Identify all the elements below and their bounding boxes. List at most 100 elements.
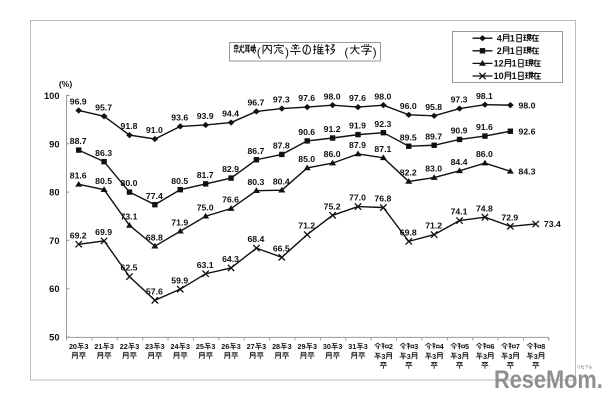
svg-text:): ) [285, 45, 289, 59]
svg-text:25: 25 [196, 342, 204, 351]
svg-text:96.0: 96.0 [400, 101, 417, 111]
svg-text:4: 4 [497, 33, 502, 43]
svg-text:68.8: 68.8 [146, 232, 163, 242]
svg-text:22: 22 [120, 342, 128, 351]
svg-text:82.2: 82.2 [400, 168, 417, 178]
svg-text:71.2: 71.2 [425, 221, 442, 231]
svg-text:87.9: 87.9 [349, 140, 366, 150]
svg-text:73.4: 73.4 [544, 219, 561, 229]
svg-text:91.2: 91.2 [324, 124, 341, 134]
svg-text:69.2: 69.2 [70, 230, 87, 240]
svg-text:97.6: 97.6 [298, 93, 315, 103]
svg-text:80.5: 80.5 [171, 176, 188, 186]
svg-text:97.3: 97.3 [451, 95, 468, 105]
svg-text:7: 7 [516, 342, 520, 351]
svg-text:23: 23 [145, 342, 153, 351]
svg-text:98.0: 98.0 [374, 91, 391, 101]
svg-text:(: ( [257, 45, 261, 59]
svg-text:24: 24 [171, 342, 179, 351]
svg-text:100: 100 [44, 91, 60, 101]
svg-text:26: 26 [221, 342, 229, 351]
svg-text:69.9: 69.9 [95, 227, 112, 237]
svg-text:60: 60 [49, 284, 59, 294]
svg-text:4: 4 [440, 342, 444, 351]
svg-text:89.5: 89.5 [400, 132, 417, 142]
svg-text:86.0: 86.0 [476, 149, 493, 159]
svg-text:98.0: 98.0 [324, 91, 341, 101]
svg-text:90.9: 90.9 [451, 126, 468, 136]
svg-text:2: 2 [389, 342, 393, 351]
svg-text:21: 21 [94, 342, 102, 351]
svg-text:91.6: 91.6 [476, 122, 493, 132]
svg-text:82.9: 82.9 [222, 164, 239, 174]
svg-text:3: 3 [338, 342, 342, 351]
svg-text:10: 10 [494, 71, 504, 81]
svg-text:3: 3 [211, 342, 215, 351]
svg-text:80.5: 80.5 [95, 176, 112, 186]
svg-text:31: 31 [348, 342, 356, 351]
svg-text:62.5: 62.5 [121, 263, 138, 273]
svg-text:83.0: 83.0 [425, 164, 442, 174]
svg-text:81.7: 81.7 [197, 170, 214, 180]
svg-text:74.8: 74.8 [476, 203, 493, 213]
svg-text:3: 3 [186, 342, 190, 351]
svg-text:71.9: 71.9 [171, 217, 188, 227]
svg-text:96.7: 96.7 [247, 98, 264, 108]
svg-text:86.7: 86.7 [247, 146, 264, 156]
svg-text:50: 50 [49, 333, 59, 343]
svg-text:91.9: 91.9 [349, 121, 366, 131]
svg-text:66.5: 66.5 [273, 243, 290, 253]
svg-text:): ) [373, 45, 377, 59]
svg-text:ReseMom.: ReseMom. [494, 366, 603, 394]
svg-text:1: 1 [512, 71, 517, 81]
svg-text:80.4: 80.4 [273, 176, 290, 186]
svg-text:(%): (%) [59, 79, 73, 89]
svg-text:98.1: 98.1 [476, 91, 493, 101]
svg-text:6: 6 [490, 342, 494, 351]
svg-text:20: 20 [69, 342, 77, 351]
svg-text:3: 3 [237, 342, 241, 351]
svg-text:57.6: 57.6 [146, 286, 163, 296]
svg-text:3: 3 [364, 342, 368, 351]
svg-text:2: 2 [497, 46, 502, 56]
svg-text:91.8: 91.8 [121, 121, 138, 131]
svg-text:94.4: 94.4 [222, 109, 239, 119]
svg-text:88.7: 88.7 [70, 136, 87, 146]
svg-text:89.7: 89.7 [425, 131, 442, 141]
svg-text:76.6: 76.6 [222, 195, 239, 205]
svg-text:84.4: 84.4 [451, 157, 468, 167]
svg-text:98.0: 98.0 [519, 100, 536, 110]
svg-text:68.4: 68.4 [247, 234, 264, 244]
svg-text:3: 3 [288, 342, 292, 351]
svg-text:3: 3 [407, 352, 411, 361]
svg-text:85.0: 85.0 [298, 154, 315, 164]
svg-text:12: 12 [494, 59, 504, 69]
svg-text:77.4: 77.4 [146, 191, 163, 201]
svg-text:3: 3 [135, 342, 139, 351]
svg-text:3: 3 [110, 342, 114, 351]
svg-text:76.8: 76.8 [374, 194, 391, 204]
svg-text:93.6: 93.6 [171, 113, 188, 123]
svg-text:59.9: 59.9 [171, 275, 188, 285]
svg-text:80: 80 [49, 188, 59, 198]
svg-text:63.1: 63.1 [197, 260, 214, 270]
svg-text:70: 70 [49, 236, 59, 246]
svg-text:80.3: 80.3 [247, 177, 264, 187]
svg-text:1: 1 [510, 33, 515, 43]
svg-text:3: 3 [414, 342, 418, 351]
svg-text:69.8: 69.8 [400, 227, 417, 237]
svg-text:3: 3 [262, 342, 266, 351]
svg-text:3: 3 [534, 352, 538, 361]
svg-text:3: 3 [381, 352, 385, 361]
svg-text:97.3: 97.3 [273, 95, 290, 105]
svg-text:96.9: 96.9 [70, 97, 87, 107]
svg-text:95.7: 95.7 [95, 102, 112, 112]
svg-text:93.9: 93.9 [197, 111, 214, 121]
svg-text:5: 5 [465, 342, 469, 351]
svg-text:73.1: 73.1 [121, 212, 138, 222]
svg-text:8: 8 [541, 342, 545, 351]
svg-text:87.8: 87.8 [273, 141, 290, 151]
svg-text:84.3: 84.3 [519, 166, 536, 176]
svg-text:28: 28 [272, 342, 280, 351]
svg-text:77.0: 77.0 [349, 193, 366, 203]
